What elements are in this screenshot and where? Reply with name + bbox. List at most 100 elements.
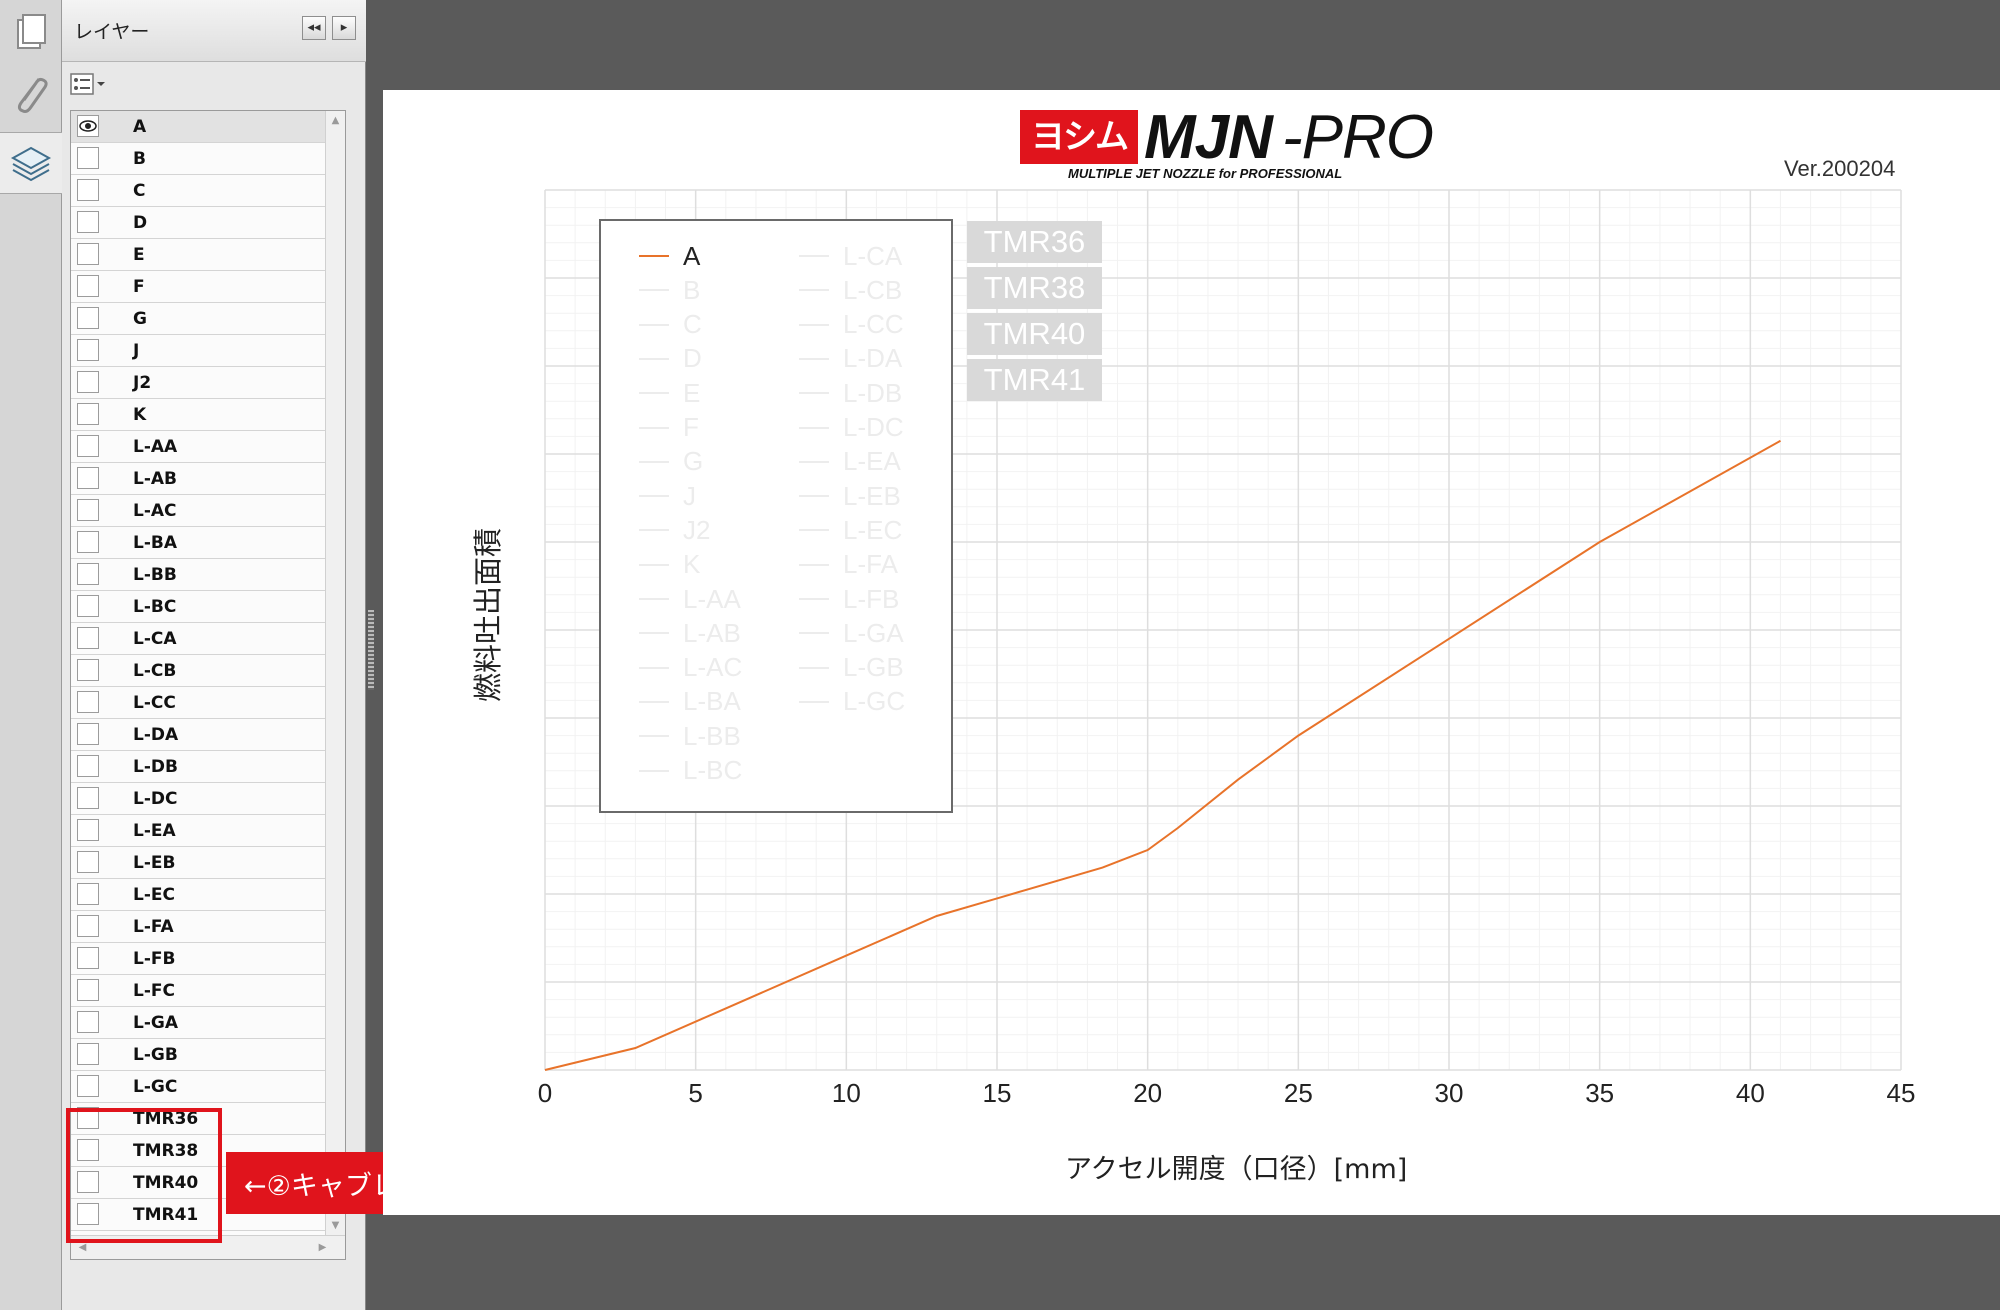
layer-visibility-toggle[interactable] <box>77 627 99 649</box>
layer-row[interactable]: L-BA <box>71 527 325 559</box>
layer-visibility-toggle[interactable] <box>77 659 99 681</box>
layer-visibility-toggle[interactable] <box>77 1107 99 1129</box>
legend-swatch <box>639 563 669 566</box>
layer-visibility-toggle[interactable] <box>77 563 99 585</box>
layer-row[interactable]: L-BB <box>71 559 325 591</box>
layer-visibility-toggle[interactable] <box>77 915 99 937</box>
layer-row[interactable]: A <box>71 111 325 143</box>
legend-swatch <box>799 666 829 669</box>
layer-row[interactable]: G <box>71 303 325 335</box>
layer-row[interactable]: K <box>71 399 325 431</box>
layer-row[interactable]: L-FB <box>71 943 325 975</box>
layer-row[interactable]: D <box>71 207 325 239</box>
layer-row[interactable]: L-EB <box>71 847 325 879</box>
scroll-left-arrow-icon[interactable]: ◀ <box>78 1242 87 1253</box>
layer-visibility-toggle[interactable] <box>77 307 99 329</box>
layer-row[interactable]: L-FA <box>71 911 325 943</box>
logo-word-pro: -PRO <box>1282 103 1434 172</box>
layer-visibility-toggle[interactable] <box>77 1011 99 1033</box>
layer-visibility-toggle[interactable] <box>77 787 99 809</box>
layer-row[interactable]: L-DA <box>71 719 325 751</box>
layer-options-button[interactable] <box>70 72 110 96</box>
layer-visibility-toggle[interactable] <box>77 243 99 265</box>
layer-visibility-toggle[interactable] <box>77 435 99 457</box>
layer-visibility-toggle[interactable] <box>77 755 99 777</box>
layer-visibility-toggle[interactable] <box>77 1171 99 1193</box>
layer-row[interactable]: TMR38 <box>71 1135 325 1167</box>
layer-visibility-toggle[interactable] <box>77 1075 99 1097</box>
layer-row[interactable]: L-FC <box>71 975 325 1007</box>
tmr41-badge: TMR41 <box>967 359 1102 401</box>
layer-visibility-toggle[interactable] <box>77 531 99 553</box>
panel-splitter-handle[interactable] <box>368 610 374 690</box>
layer-visibility-toggle[interactable] <box>77 211 99 233</box>
layer-row[interactable]: L-GC <box>71 1071 325 1103</box>
layer-row[interactable]: J <box>71 335 325 367</box>
layer-visibility-toggle[interactable] <box>77 499 99 521</box>
layer-name: J <box>133 341 140 361</box>
layer-visibility-toggle[interactable] <box>77 883 99 905</box>
layer-row[interactable]: B <box>71 143 325 175</box>
layer-name: L-GC <box>133 1077 178 1097</box>
attachment-paperclip-icon[interactable] <box>0 64 62 126</box>
layer-row[interactable]: J2 <box>71 367 325 399</box>
layer-visibility-toggle[interactable] <box>77 115 99 137</box>
legend-label: F <box>683 412 699 442</box>
layer-visibility-toggle[interactable] <box>77 595 99 617</box>
layer-row[interactable]: L-CC <box>71 687 325 719</box>
layer-visibility-toggle[interactable] <box>77 723 99 745</box>
legend-swatch <box>639 392 669 395</box>
logo-tagline: MULTIPLE JET NOZZLE for PROFESSIONAL <box>1068 166 1343 181</box>
layer-row[interactable]: L-DB <box>71 751 325 783</box>
layer-row[interactable]: L-CA <box>71 623 325 655</box>
scroll-down-arrow-icon[interactable]: ▼ <box>331 1220 340 1231</box>
collapse-panel-button[interactable]: ◂◂ <box>302 16 326 40</box>
layer-row[interactable]: L-GB <box>71 1039 325 1071</box>
pages-icon[interactable] <box>0 2 62 64</box>
vertical-scrollbar[interactable]: ▲ ▼ <box>325 111 345 1235</box>
scroll-up-arrow-icon[interactable]: ▲ <box>331 115 340 126</box>
legend-label: L-CC <box>843 309 904 340</box>
layer-row[interactable]: L-EC <box>71 879 325 911</box>
layer-visibility-toggle[interactable] <box>77 467 99 489</box>
layer-visibility-toggle[interactable] <box>77 179 99 201</box>
layer-visibility-toggle[interactable] <box>77 1139 99 1161</box>
layer-visibility-toggle[interactable] <box>77 1043 99 1065</box>
layer-row[interactable]: L-BC <box>71 591 325 623</box>
legend-item: L-AA <box>639 584 741 614</box>
layer-visibility-toggle[interactable] <box>77 851 99 873</box>
layer-visibility-toggle[interactable] <box>77 147 99 169</box>
layer-visibility-toggle[interactable] <box>77 403 99 425</box>
layer-row[interactable]: L-DC <box>71 783 325 815</box>
layer-row[interactable]: L-CB <box>71 655 325 687</box>
legend-swatch <box>639 769 669 772</box>
layer-row[interactable]: L-AB <box>71 463 325 495</box>
scroll-right-arrow-icon[interactable]: ▶ <box>318 1242 327 1253</box>
layer-visibility-toggle[interactable] <box>77 691 99 713</box>
layers-icon[interactable] <box>0 132 62 194</box>
layer-row[interactable]: E <box>71 239 325 271</box>
layer-name: F <box>133 277 145 297</box>
layer-row[interactable]: L-GA <box>71 1007 325 1039</box>
layer-visibility-toggle[interactable] <box>77 275 99 297</box>
layer-visibility-toggle[interactable] <box>77 947 99 969</box>
layer-row[interactable]: L-EA <box>71 815 325 847</box>
yoshimura-mjn-pro-logo: ヨシムラ MJN -PRO MULTIPLE JET NOZZLE for PR… <box>1020 103 1440 211</box>
layer-name: B <box>133 149 146 169</box>
layer-visibility-toggle[interactable] <box>77 339 99 361</box>
legend-label: L-EB <box>843 480 901 511</box>
layer-row[interactable]: F <box>71 271 325 303</box>
layer-row[interactable]: L-AA <box>71 431 325 463</box>
layer-name: L-EC <box>133 885 175 905</box>
legend-item: L-BC <box>639 755 742 786</box>
legend-swatch <box>639 598 669 600</box>
layer-visibility-toggle[interactable] <box>77 1203 99 1225</box>
legend-item: L-FA <box>799 549 898 580</box>
layer-visibility-toggle[interactable] <box>77 979 99 1001</box>
layer-row[interactable]: C <box>71 175 325 207</box>
legend-item: K <box>639 549 700 580</box>
layer-visibility-toggle[interactable] <box>77 371 99 393</box>
layer-visibility-toggle[interactable] <box>77 819 99 841</box>
expand-panel-button[interactable]: ▸ <box>332 16 356 40</box>
layer-row[interactable]: L-AC <box>71 495 325 527</box>
